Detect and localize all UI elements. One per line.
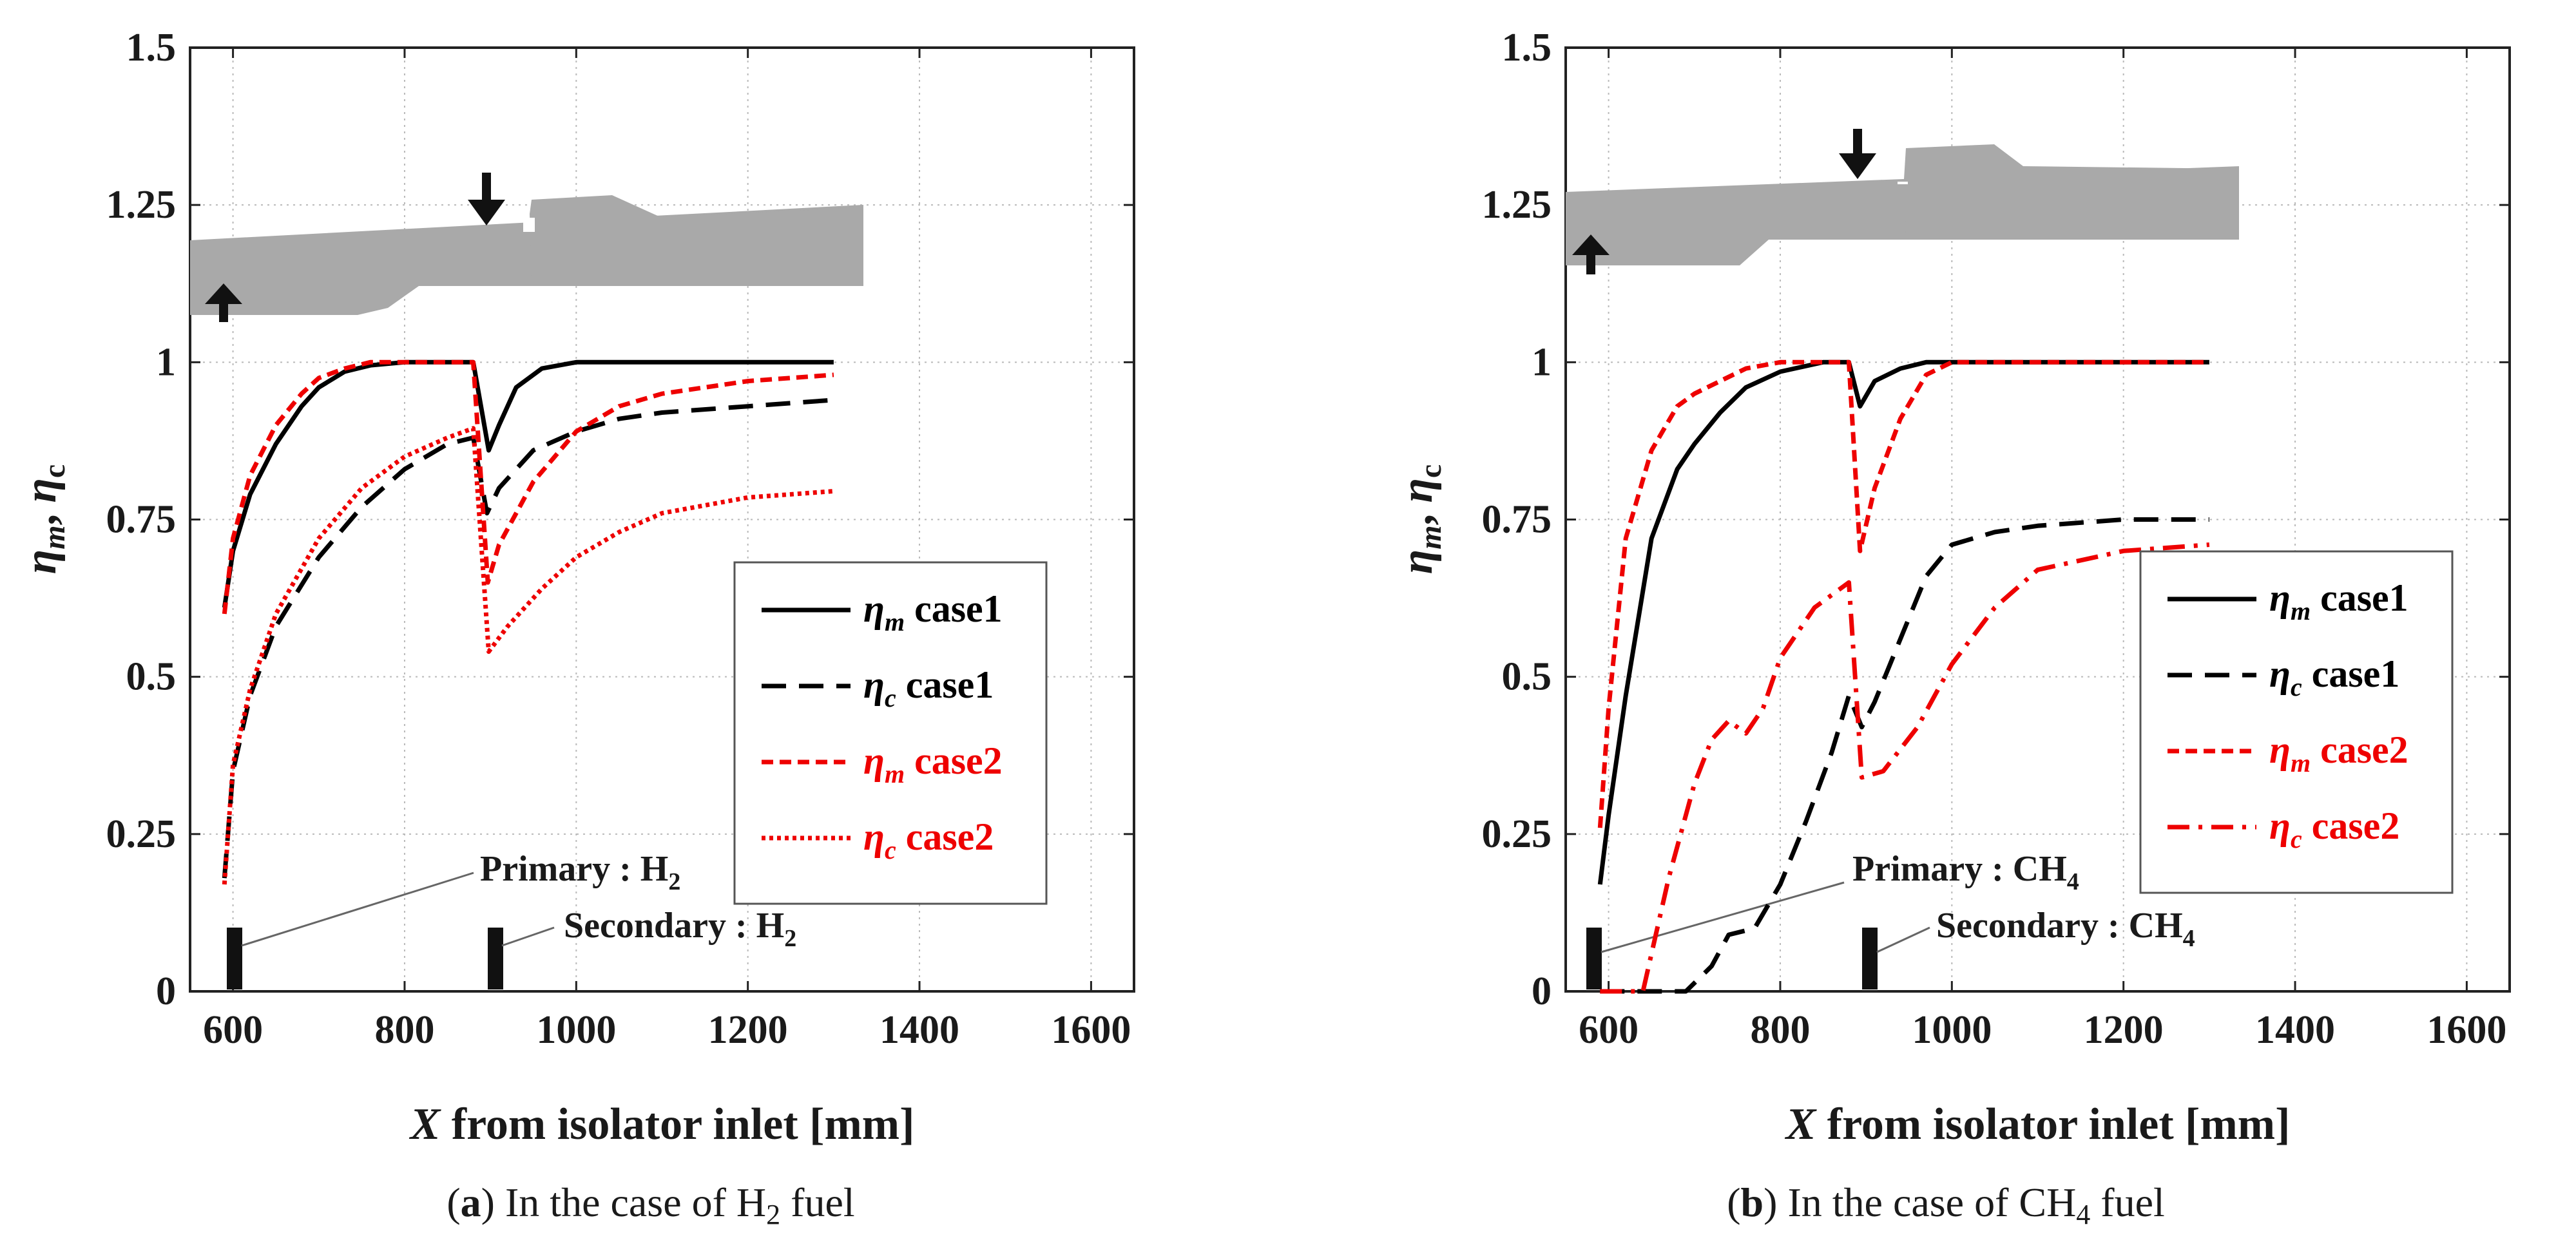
legend-box [733,561,1048,905]
injection-arrow-icon [1839,129,1876,179]
primary-annotation: Primary : CH4 [1852,849,2079,895]
y-tick-label: 0 [156,969,176,1013]
legend-label: ηc case1 [863,663,994,712]
y-axis-title: ηm, ηc [16,464,72,575]
primary-injector-mark [1586,928,1602,989]
x-tick-label: 1400 [2255,1008,2335,1052]
x-tick-label: 1200 [708,1008,788,1052]
legend-label: ηm case1 [863,587,1003,636]
x-tick-label: 800 [374,1008,434,1052]
series-lines [1597,359,2210,994]
series-line-1 [222,359,834,608]
x-tick-label: 1000 [1912,1008,1992,1052]
combustor-geometry-icon [190,195,863,315]
injection-arrow-icon [468,173,505,225]
y-tick-label: 0.25 [1482,812,1552,856]
secondary-injector-mark [488,928,503,989]
caption-b: (b) In the case of CH4 fuel [1727,1179,2165,1230]
secondary-leader-line [1876,926,1930,953]
secondary-annotation: Secondary : CH4 [1936,906,2195,952]
x-axis-title: X from isolator inlet [mm] [409,1100,915,1149]
y-tick-label: 1 [156,340,176,384]
y-tick-label: 1.5 [1502,26,1552,70]
y-tick-label: 1.5 [126,26,177,70]
x-tick-label: 800 [1750,1008,1810,1052]
secondary-annotation: Secondary : H2 [564,906,796,952]
panel-b: Primary : CH4 Secondary : CH4 ηm case1 ηc… [1392,26,2511,1230]
x-tick-label: 1000 [536,1008,616,1052]
y-tick-label: 1.25 [106,183,177,227]
combustor-geometry-icon [1566,144,2239,265]
y-tick-label: 0.75 [1482,498,1552,542]
primary-injector-mark [227,928,242,989]
y-tick-label: 1 [1532,340,1552,384]
x-tick-label: 1200 [2084,1008,2164,1052]
legend-label: ηm case1 [2269,577,2408,625]
secondary-injector-mark [1862,928,1878,989]
series-line-1 [1597,359,2209,885]
secondary-leader-line [501,926,555,947]
y-tick-label: 0.5 [1502,655,1552,699]
y-tick-label: 0.25 [106,812,177,856]
legend-label: ηm case2 [2269,729,2408,777]
legend-label: ηc case2 [863,816,994,864]
x-tick-label: 1600 [1051,1008,1131,1052]
series-lines [222,359,834,885]
legend: ηm case1 ηc case1 ηm case2 ηc case2 [733,561,1048,905]
primary-annotation: Primary : H2 [480,849,680,895]
x-axis-title: X from isolator inlet [mm] [1785,1100,2291,1149]
panel-a: Primary : H2 Secondary : H2 ηm case1 ηc c… [16,26,1135,1230]
x-tick-label: 1400 [879,1008,959,1052]
legend-label: ηc case2 [2269,805,2399,854]
caption-a: (a) In the case of H2 fuel [447,1179,854,1230]
x-tick-label: 1600 [2427,1008,2506,1052]
primary-leader-line [241,872,474,947]
inflow-arrow-icon [1572,234,1610,274]
series-line-2 [1600,517,2209,994]
legend-label: ηc case1 [2269,653,2399,701]
y-tick-label: 0 [1532,969,1552,1013]
y-tick-label: 0.75 [106,498,177,542]
series-line-3 [1597,359,2209,828]
legend-box [2139,550,2454,894]
x-tick-label: 600 [1579,1008,1639,1052]
legend: ηm case1 ηc case1 ηm case2 ηc case2 [2139,550,2454,894]
series-line-4 [222,426,834,885]
x-tick-label: 600 [203,1008,263,1052]
series-line-4 [1600,542,2210,994]
y-tick-label: 1.25 [1482,183,1552,227]
inflow-arrow-icon [205,283,242,322]
y-tick-label: 0.5 [126,655,177,699]
primary-leader-line [1600,881,1845,953]
series-line-3 [222,359,834,615]
y-axis-title: ηm, ηc [1392,464,1448,575]
legend-label: ηm case2 [863,739,1003,788]
